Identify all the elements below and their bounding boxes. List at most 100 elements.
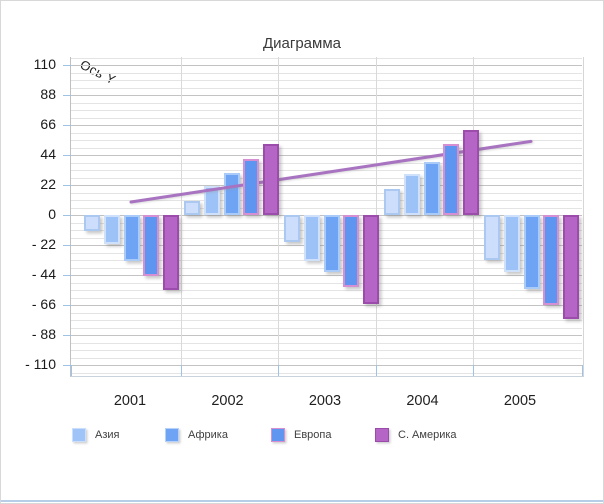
major-gridline (71, 155, 582, 156)
bar-2003-Африка[interactable] (324, 215, 340, 272)
y-axis-tick (63, 185, 71, 186)
y-axis-label: 0 (48, 206, 56, 222)
y-axis-tick (63, 65, 71, 66)
y-axis-label: 44 (40, 146, 56, 162)
y-axis-tick (63, 215, 71, 216)
major-gridline (71, 305, 582, 306)
bar-2005-Европа[interactable] (543, 215, 559, 305)
legend-label: Европа (294, 429, 332, 441)
y-axis-label: - 110 (25, 356, 56, 372)
y-axis-label: 88 (40, 86, 56, 102)
bar-2004-Африка[interactable] (424, 162, 440, 215)
major-gridline (71, 275, 582, 276)
bar-2004-series0[interactable] (384, 189, 400, 215)
chart-title: Диаграмма (262, 35, 341, 52)
minor-gridline (71, 87, 582, 89)
bar-2004-Европа[interactable] (443, 144, 459, 215)
minor-gridline (71, 140, 582, 141)
bar-2001-С. Америка[interactable] (163, 215, 179, 290)
bar-2002-series0[interactable] (184, 201, 200, 215)
minor-gridline (71, 320, 582, 321)
bar-2001-Африка[interactable] (124, 215, 140, 261)
minor-gridline (71, 372, 582, 374)
x-axis-tick (473, 365, 474, 376)
minor-gridline (71, 350, 582, 351)
bar-2003-Азия[interactable] (304, 215, 320, 261)
bar-2003-series0[interactable] (284, 215, 300, 242)
y-axis-label: 66 (40, 116, 56, 132)
bar-2001-Азия[interactable] (104, 215, 120, 244)
x-axis-tick (582, 365, 583, 376)
legend-item-С. Америка[interactable]: С. Америка (375, 428, 457, 442)
minor-gridline (71, 72, 582, 74)
category-gridline (181, 57, 182, 366)
minor-gridline (71, 177, 582, 179)
x-axis-label-2004: 2004 (406, 393, 439, 409)
bar-2002-Африка[interactable] (224, 173, 240, 215)
bar-2003-С. Америка[interactable] (363, 215, 379, 304)
legend-label: Азия (95, 429, 120, 441)
y-axis-tick (63, 155, 71, 156)
minor-gridline (71, 147, 582, 149)
legend-item-Африка[interactable]: Африка (165, 428, 228, 442)
legend-item-Азия[interactable]: Азия (72, 428, 119, 442)
legend-label: С. Америка (398, 429, 457, 441)
minor-gridline (71, 192, 582, 194)
x-axis-label-2005: 2005 (503, 393, 537, 409)
minor-gridline (71, 342, 582, 344)
x-axis-label-2003: 2003 (308, 393, 342, 409)
y-axis-tick (63, 335, 71, 336)
minor-gridline (71, 290, 582, 291)
bar-2004-С. Америка[interactable] (463, 130, 479, 215)
bar-2005-С. Америка[interactable] (563, 215, 579, 319)
major-gridline (71, 335, 582, 336)
minor-gridline (71, 132, 582, 134)
minor-gridline (71, 327, 582, 329)
bottom-accent-line (1, 500, 603, 502)
bar-2005-Азия[interactable] (504, 215, 520, 272)
y-axis-label: - 66 (31, 296, 56, 312)
bar-2002-С. Америка[interactable] (263, 144, 279, 215)
minor-gridline (71, 57, 582, 59)
y-axis-label: - 88 (31, 326, 56, 342)
legend-swatch-icon (165, 428, 179, 442)
bar-2001-series0[interactable] (84, 215, 100, 231)
x-axis-tick (181, 365, 182, 376)
y-axis-tick (63, 125, 71, 126)
major-gridline (71, 365, 582, 366)
legend-swatch-icon (271, 428, 285, 442)
minor-gridline (71, 297, 582, 299)
bar-2005-series0[interactable] (484, 215, 500, 260)
x-axis-label-2001: 2001 (113, 393, 147, 409)
y-axis-tick (63, 95, 71, 96)
minor-gridline (71, 110, 582, 111)
x-axis-tick (278, 365, 279, 376)
category-gridline (376, 57, 377, 366)
minor-gridline (71, 357, 582, 359)
major-gridline (71, 65, 582, 66)
bar-2002-Европа[interactable] (243, 159, 259, 215)
y-axis-tick (63, 245, 71, 246)
bar-2002-Азия[interactable] (204, 186, 220, 215)
bar-2001-Европа[interactable] (143, 215, 159, 276)
minor-gridline (71, 80, 582, 81)
bar-2003-Европа[interactable] (343, 215, 359, 287)
minor-gridline (71, 170, 582, 171)
y-axis-tick (63, 365, 71, 366)
y-axis-label: 110 (33, 56, 56, 72)
y-axis-label: 22 (40, 176, 56, 192)
minor-gridline (71, 162, 582, 164)
y-axis-tick (63, 275, 71, 276)
legend-item-Европа[interactable]: Европа (271, 428, 332, 442)
x-axis-label-2002: 2002 (211, 393, 244, 409)
x-axis-tick (376, 365, 377, 376)
legend-swatch-icon (375, 428, 389, 442)
bar-2005-Африка[interactable] (524, 215, 540, 289)
minor-gridline (71, 102, 582, 104)
minor-gridline (71, 200, 582, 201)
bar-2004-Азия[interactable] (404, 174, 420, 215)
minor-gridline (71, 312, 582, 314)
major-gridline (71, 125, 582, 126)
legend-label: Африка (188, 429, 228, 441)
